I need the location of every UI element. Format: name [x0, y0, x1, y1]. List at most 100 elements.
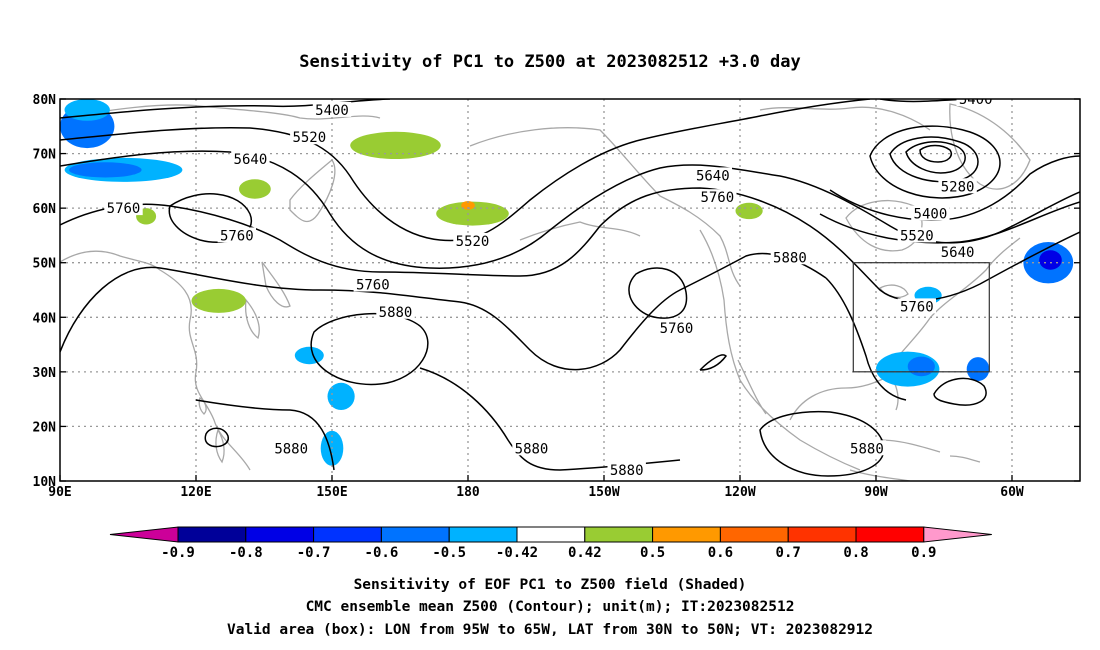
contour-label-bg-9	[512, 440, 551, 456]
contour-label-0: 5400	[315, 103, 349, 119]
lon-tick-label: 120W	[724, 485, 755, 500]
colorbar-label-10: 0.8	[843, 545, 868, 561]
colorbar-segment-7	[652, 526, 721, 543]
colorbar-segment-3	[380, 526, 450, 543]
lon-tick-label: 60W	[1000, 485, 1024, 500]
contour-label-bg-11	[693, 167, 732, 183]
caption-line-2: CMC ensemble mean Z500 (Contour); unit(m…	[306, 599, 795, 615]
contour-label-bg-4	[217, 227, 256, 243]
colorbar-segment-10	[855, 526, 925, 543]
colorbar-label-4: -0.5	[432, 545, 466, 561]
lon-tick-label: 120E	[180, 485, 211, 500]
sensitivity-patch-9	[461, 201, 475, 210]
colorbar-label-9: 0.7	[776, 545, 801, 561]
lon-tick-label: 150W	[588, 485, 619, 500]
contour-label-bg-16	[938, 178, 977, 194]
colorbar-label-1: -0.8	[229, 545, 263, 561]
contour-label-9: 5880	[515, 441, 549, 457]
map-plot-area: 5400 5520 5640 5760 5760 5520 5760 5880 5880 5880…	[60, 84, 1080, 481]
contour-label-5: 5520	[456, 234, 490, 250]
sensitivity-patch-14	[765, 84, 806, 97]
lat-tick-label: 80N	[33, 93, 57, 108]
contour-label-bg-5	[453, 232, 492, 248]
contour-label-bg-10	[607, 462, 646, 478]
colorbar-segment-5	[516, 526, 586, 543]
contour-label-16: 5280	[941, 179, 975, 195]
figure-title: Sensitivity of PC1 to Z500 at 2023082512…	[299, 52, 801, 72]
contour-label-bg-7	[376, 303, 415, 319]
lat-tick-label: 20N	[33, 420, 57, 435]
lat-tick-label: 10N	[33, 475, 57, 490]
lon-tick-label: 150E	[316, 485, 347, 500]
colorbar-segment-8	[719, 526, 789, 543]
colorbar-label-3: -0.6	[365, 545, 399, 561]
sensitivity-patch-18	[966, 357, 990, 382]
colorbar-label-7: 0.5	[640, 545, 665, 561]
contour-label-20: 5760	[900, 299, 934, 315]
contour-label-bg-18	[897, 227, 936, 243]
contour-label-bg-0	[312, 101, 352, 117]
colorbar-label-0: -0.9	[161, 545, 195, 561]
lat-tick-label: 50N	[33, 257, 57, 272]
contour-label-bg-20	[897, 298, 936, 314]
lon-tick-label: 180	[456, 485, 480, 500]
contour-label-bg-1	[290, 129, 329, 145]
caption-line-1: Sensitivity of EOF PC1 to Z500 field (Sh…	[354, 577, 747, 593]
contour-label-15: 5400	[959, 92, 993, 108]
contour-label-11: 5640	[696, 168, 730, 184]
colorbar-over-triangle	[923, 526, 992, 543]
lat-tick-label: 60N	[33, 202, 57, 217]
colorbar-label-5: -0.42	[496, 545, 538, 561]
lat-tick-label: 70N	[33, 148, 57, 163]
colorbar-segment-2	[313, 526, 382, 543]
sensitivity-patch-3	[69, 162, 142, 178]
sensitivity-patch-17	[907, 356, 935, 377]
sensitivity-patch-11	[294, 346, 324, 365]
lon-tick-label: 90W	[864, 485, 888, 500]
sensitivity-patch-10	[735, 202, 763, 220]
contour-label-21: 5880	[850, 441, 884, 457]
colorbar-segment-0	[177, 526, 247, 543]
colorbar-label-6: 0.42	[568, 545, 602, 561]
contour-labels: 5400 5520 5640 5760 5760 5520 5760 5880 5880 5880…	[104, 92, 995, 479]
contour-label-bg-12	[698, 189, 737, 205]
contour-label-18: 5520	[900, 228, 934, 244]
map-frame	[59, 98, 1081, 482]
lat-tick-label: 30N	[33, 366, 57, 381]
contour-label-bg-21	[847, 440, 887, 456]
contour-label-10: 5880	[610, 463, 644, 479]
contour-label-13: 5760	[660, 321, 694, 337]
contour-label-bg-14	[770, 249, 810, 265]
colorbar-segment-1	[245, 526, 315, 543]
colorbar-label-11: 0.9	[911, 545, 936, 561]
contour-label-bg-13	[657, 320, 696, 336]
colorbar-segment-9	[787, 526, 857, 543]
contour-label-7: 5880	[379, 305, 413, 321]
contour-label-2: 5640	[234, 152, 268, 168]
sensitivity-patch-8	[436, 201, 509, 226]
lon-tick-label: 90E	[48, 485, 71, 500]
axis-ticks: 90E 120E 150E 180 150W 120W 90W 60W 80N 70N 60N 50N…	[33, 93, 1080, 500]
sensitivity-patch-20	[1039, 250, 1062, 270]
contour-label-6: 5760	[356, 278, 390, 294]
lat-tick-label: 40N	[33, 311, 57, 326]
sensitivity-patch-12	[327, 382, 355, 410]
sensitivity-patch-6	[191, 288, 246, 313]
colorbar-under-triangle	[109, 526, 179, 543]
contour-label-4: 5760	[220, 228, 254, 244]
contour-label-12: 5760	[700, 190, 734, 206]
contour-label-bg-17	[911, 205, 950, 221]
contour-label-bg-2	[231, 151, 270, 166]
contour-label-bg-19	[938, 243, 977, 259]
contour-label-bg-6	[353, 276, 392, 292]
contour-label-1: 5520	[292, 130, 326, 146]
contour-label-bg-3	[104, 200, 143, 216]
colorbar-label-2: -0.7	[297, 545, 331, 561]
lat-lon-gridlines	[60, 99, 1080, 481]
contour-label-3: 5760	[107, 201, 141, 217]
contour-label-17: 5400	[914, 207, 948, 223]
sensitivity-patch-1	[64, 99, 110, 121]
colorbar: -0.9 -0.8 -0.7 -0.6 -0.5 -0.42 0.42 0.5 0.6 0.7 0.…	[109, 526, 992, 561]
colorbar-label-8: 0.6	[708, 545, 733, 561]
